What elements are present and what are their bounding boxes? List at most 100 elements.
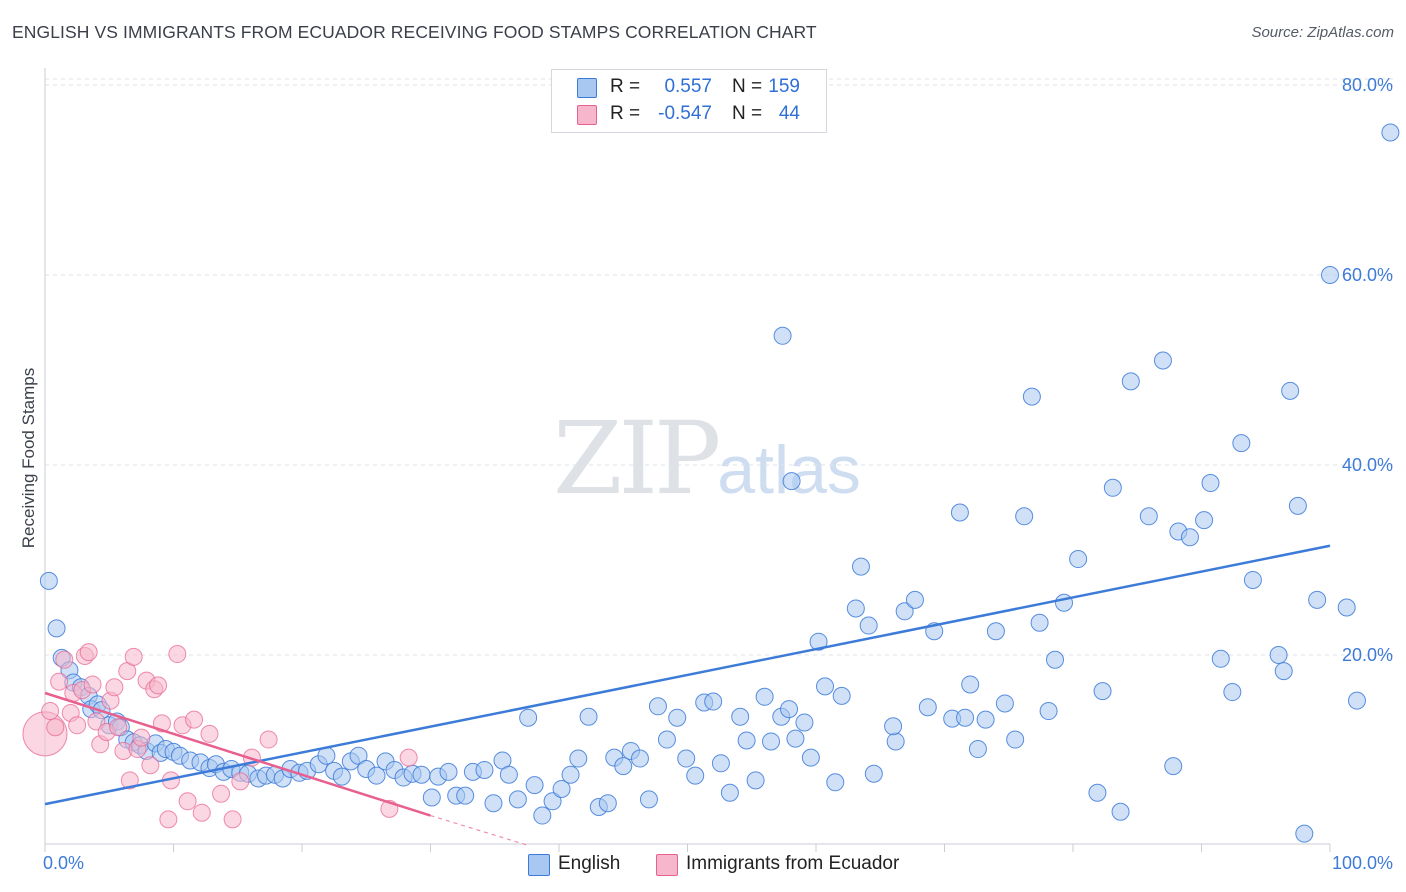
bottom-legend-label-ecuador: Immigrants from Ecuador [686,853,900,874]
legend-n-label: N = [732,103,763,124]
english-point [832,686,851,705]
bottom-legend-label-english: English [558,853,621,874]
english-point [552,779,571,798]
ecuador-point [132,728,151,747]
english-point [755,687,774,706]
y-tick-label: 80.0% [1342,75,1393,95]
english-point [1088,783,1107,802]
english-point [412,765,431,784]
english-point [1015,507,1034,526]
english-point [657,730,676,749]
chart-title: ENGLISH VS IMMIGRANTS FROM ECUADOR RECEI… [12,22,817,42]
english-point [961,675,980,694]
english-point [731,707,750,726]
english-point [1180,528,1199,547]
ecuador-point [124,647,143,666]
ecuador-point [159,810,178,829]
english-point [1274,662,1293,681]
english-point [475,760,494,779]
ecuador-point [231,772,250,791]
english-point [1321,266,1339,284]
english-point [677,749,696,768]
ecuador-point [79,643,98,662]
ecuador-point [212,784,231,803]
english-point [598,794,617,813]
english-point [918,698,937,717]
english-point [986,622,1005,641]
ecuador-point [55,650,74,669]
legend-r-label: R = [610,76,641,97]
label-layer: 20.0% 40.0% 60.0% 80.0% 0.0% 100.0% Receiving … [19,75,1393,873]
english-point [1381,123,1400,142]
english-point [1069,550,1088,569]
english-point [746,771,765,790]
english-point [367,766,386,785]
legend-n-value: 44 [778,103,800,124]
ecuador-point [192,803,211,822]
english-point [422,788,441,807]
ecuador-trend-extension [430,814,528,846]
english-point [1121,372,1140,391]
english-point [508,790,527,809]
ecuador-point [141,756,160,775]
chart-source: Source: ZipAtlas.com [1251,24,1394,41]
trend-layer [44,544,1331,846]
legend-n-label: N = [732,76,763,97]
english-point [484,794,503,813]
english-point [668,708,687,727]
english-point [569,749,588,768]
english-point [1103,478,1122,497]
english-point [795,713,814,732]
ecuador-point [259,730,278,749]
english-point [533,806,552,825]
english-point [1347,691,1366,710]
x-tick-label: 0.0% [43,853,84,873]
grid-layer [45,78,1393,656]
english-point [950,503,969,522]
english-point [332,767,351,786]
legend-row-english: R = 0.557 N = 159 [552,74,826,100]
english-point [579,707,598,726]
ecuador-trend-line [44,691,431,817]
english-point [1211,649,1230,668]
axis-layer [44,68,1331,852]
english-point [1030,613,1049,632]
ecuador-point [120,771,139,790]
legend-r-label: R = [610,103,641,124]
bottom-legend-swatch-english [528,854,550,876]
english-point [884,717,903,736]
legend-row-ecuador: R = -0.547 N = 44 [552,101,826,127]
ecuador-point [185,710,204,729]
english-point [704,692,723,711]
english-point [1201,474,1220,493]
english-point [1022,387,1041,406]
english-point [1111,802,1130,821]
english-point [47,619,66,638]
ecuador-point [50,672,69,691]
english-point [809,632,828,651]
english-point [1006,730,1025,749]
y-tick-label: 20.0% [1342,645,1393,665]
english-point [780,700,799,719]
english-point [1223,683,1242,702]
english-point [1281,381,1300,400]
y-tick-label: 60.0% [1342,265,1393,285]
english-point [648,697,667,716]
english-point [1093,682,1112,701]
ecuador-point [168,645,187,664]
correlation-legend: R = 0.557 N = 159 R = -0.547 N = 44 [551,69,827,133]
english-point [762,732,781,751]
english-point [711,754,730,773]
legend-n-value: 159 [768,76,800,97]
english-point [1337,598,1356,617]
english-point [1269,646,1288,664]
bottom-legend-swatch-ecuador [656,854,678,876]
english-point [630,749,649,768]
english-point [686,766,705,785]
ecuador-point [109,718,128,737]
points-layer [22,123,1400,843]
english-point [499,765,518,784]
y-tick-label: 40.0% [1342,455,1393,475]
english-point [886,732,905,751]
